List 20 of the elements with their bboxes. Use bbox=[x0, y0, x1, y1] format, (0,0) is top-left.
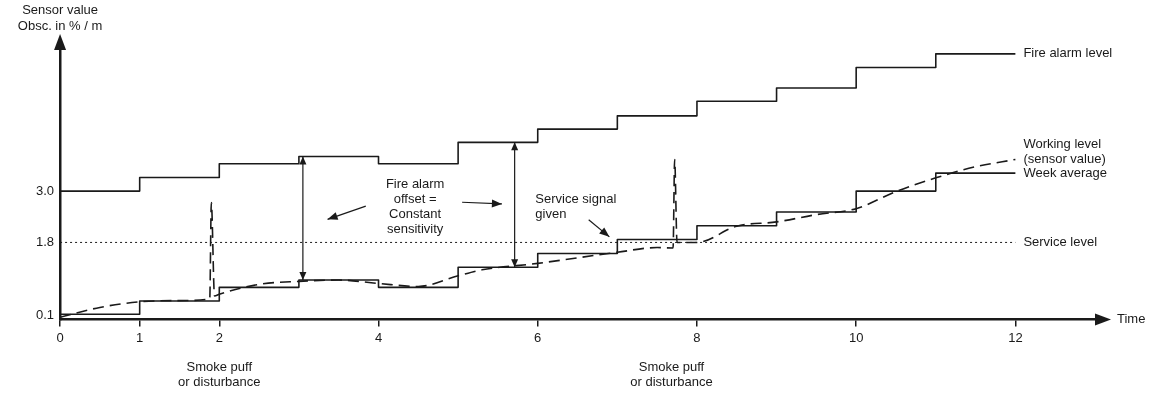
x-tick-label: 12 bbox=[1008, 329, 1023, 345]
text: Smoke puff or disturbance bbox=[630, 359, 713, 390]
x-tick-label: 2 bbox=[215, 329, 223, 345]
x-tick-label: 10 bbox=[848, 329, 864, 345]
x-tick-label: 0 bbox=[56, 329, 64, 345]
y-tick-label: 3.0 bbox=[35, 182, 55, 198]
y-tick-label: 1.8 bbox=[35, 234, 55, 250]
x-tick-label: 4 bbox=[374, 329, 383, 345]
y-tick-label: 0.1 bbox=[35, 306, 55, 322]
series-label: Working level (sensor value) bbox=[1023, 136, 1106, 167]
x-tick-label: 8 bbox=[693, 329, 701, 345]
x-tick-label: 6 bbox=[534, 329, 542, 345]
series-label: Fire alarm level bbox=[1023, 45, 1113, 61]
annotation: Fire alarm offset = Constant sensitivity bbox=[385, 176, 445, 237]
text: Smoke puff or disturbance bbox=[178, 359, 261, 390]
x-axis-title: Time bbox=[1117, 310, 1146, 326]
y-axis-title: Sensor value Obsc. in % / m bbox=[17, 2, 103, 34]
annotation: Service signal given bbox=[535, 191, 617, 222]
x-tick-label: 1 bbox=[136, 329, 144, 345]
ref-line-label: Service level bbox=[1023, 234, 1098, 250]
